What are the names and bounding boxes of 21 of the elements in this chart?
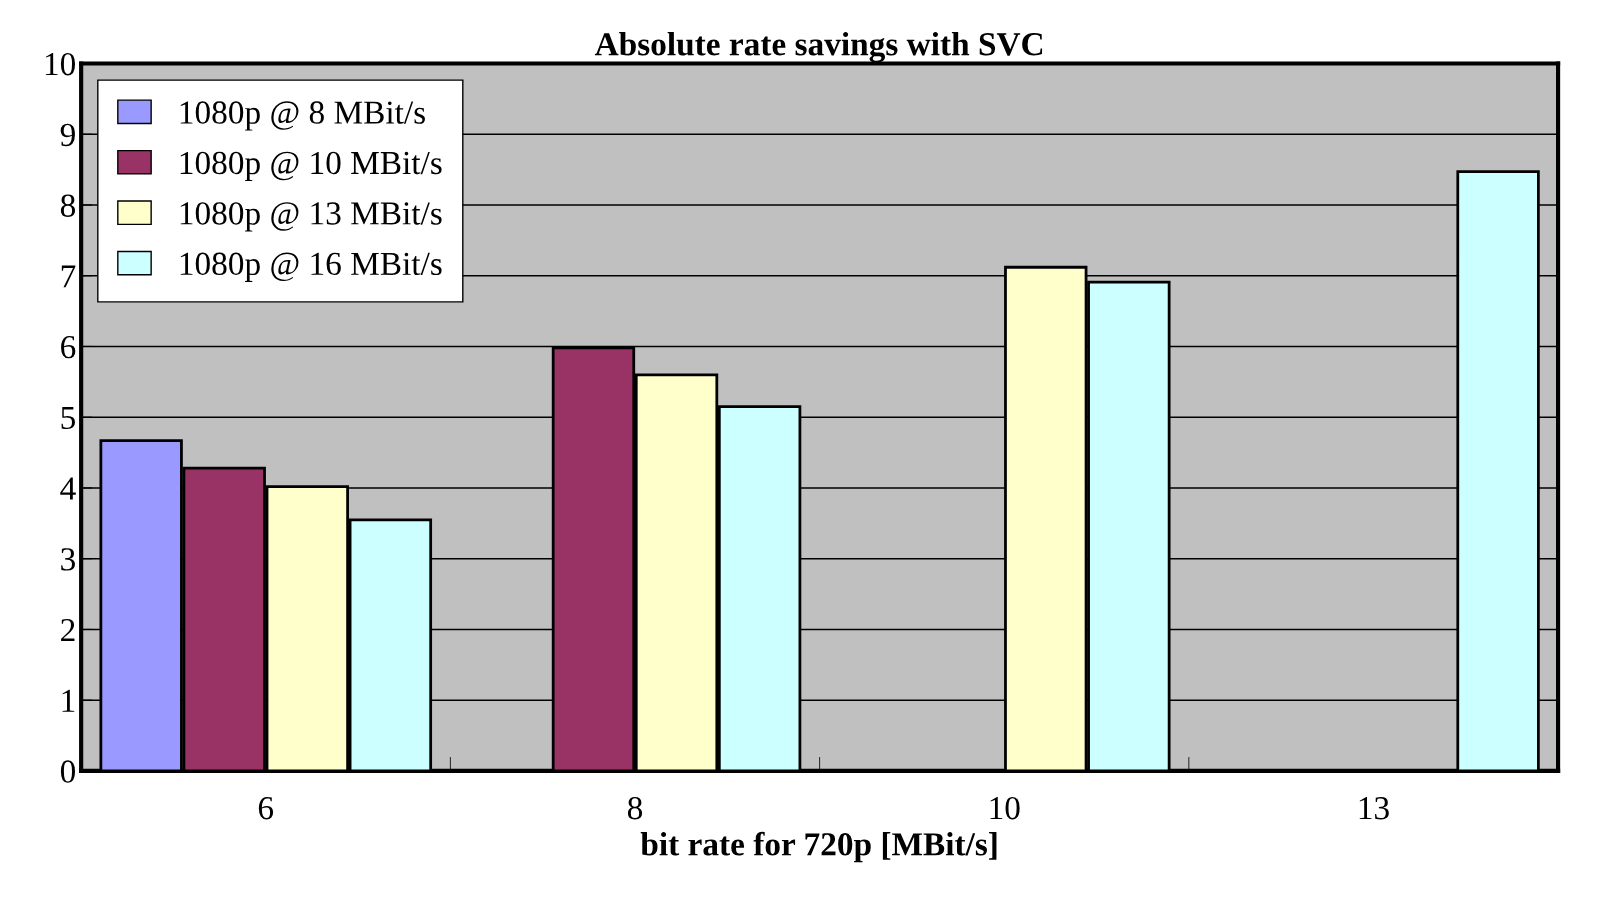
y-tick-label: 1 — [62, 689, 75, 712]
y-tick-label: 4 — [60, 477, 76, 500]
y-tick-label: 7 — [61, 265, 76, 288]
y-tick-label: 6 — [61, 335, 76, 359]
x-tick-label: 10 — [990, 796, 1020, 820]
y-tick-label: 9 — [60, 123, 75, 147]
y-tick-label: 2 — [61, 618, 75, 642]
x-axis-title: bit rate for 720p [MBit/s] — [640, 831, 997, 863]
y-tick-label: 0 — [60, 760, 76, 783]
y-tick-label: 5 — [61, 406, 75, 430]
y-tick-label: 10 — [45, 52, 76, 76]
legend-label: 1080p @ 8 MBit/s — [180, 101, 425, 131]
x-tick-label: 6 — [258, 797, 274, 820]
legend-label: 1080p @ 10 MBit/s — [180, 151, 442, 182]
x-tick-label: 13 — [1359, 797, 1389, 820]
y-tick-label: 3 — [61, 548, 75, 571]
x-tick-label: 8 — [627, 796, 643, 820]
y-tick-label: 8 — [60, 194, 76, 217]
chart-title: Absolute rate savings with SVC — [594, 32, 1043, 63]
legend-label: 1080p @ 16 MBit/s — [180, 252, 442, 282]
legend-label: 1080p @ 13 MBit/s — [180, 202, 442, 232]
